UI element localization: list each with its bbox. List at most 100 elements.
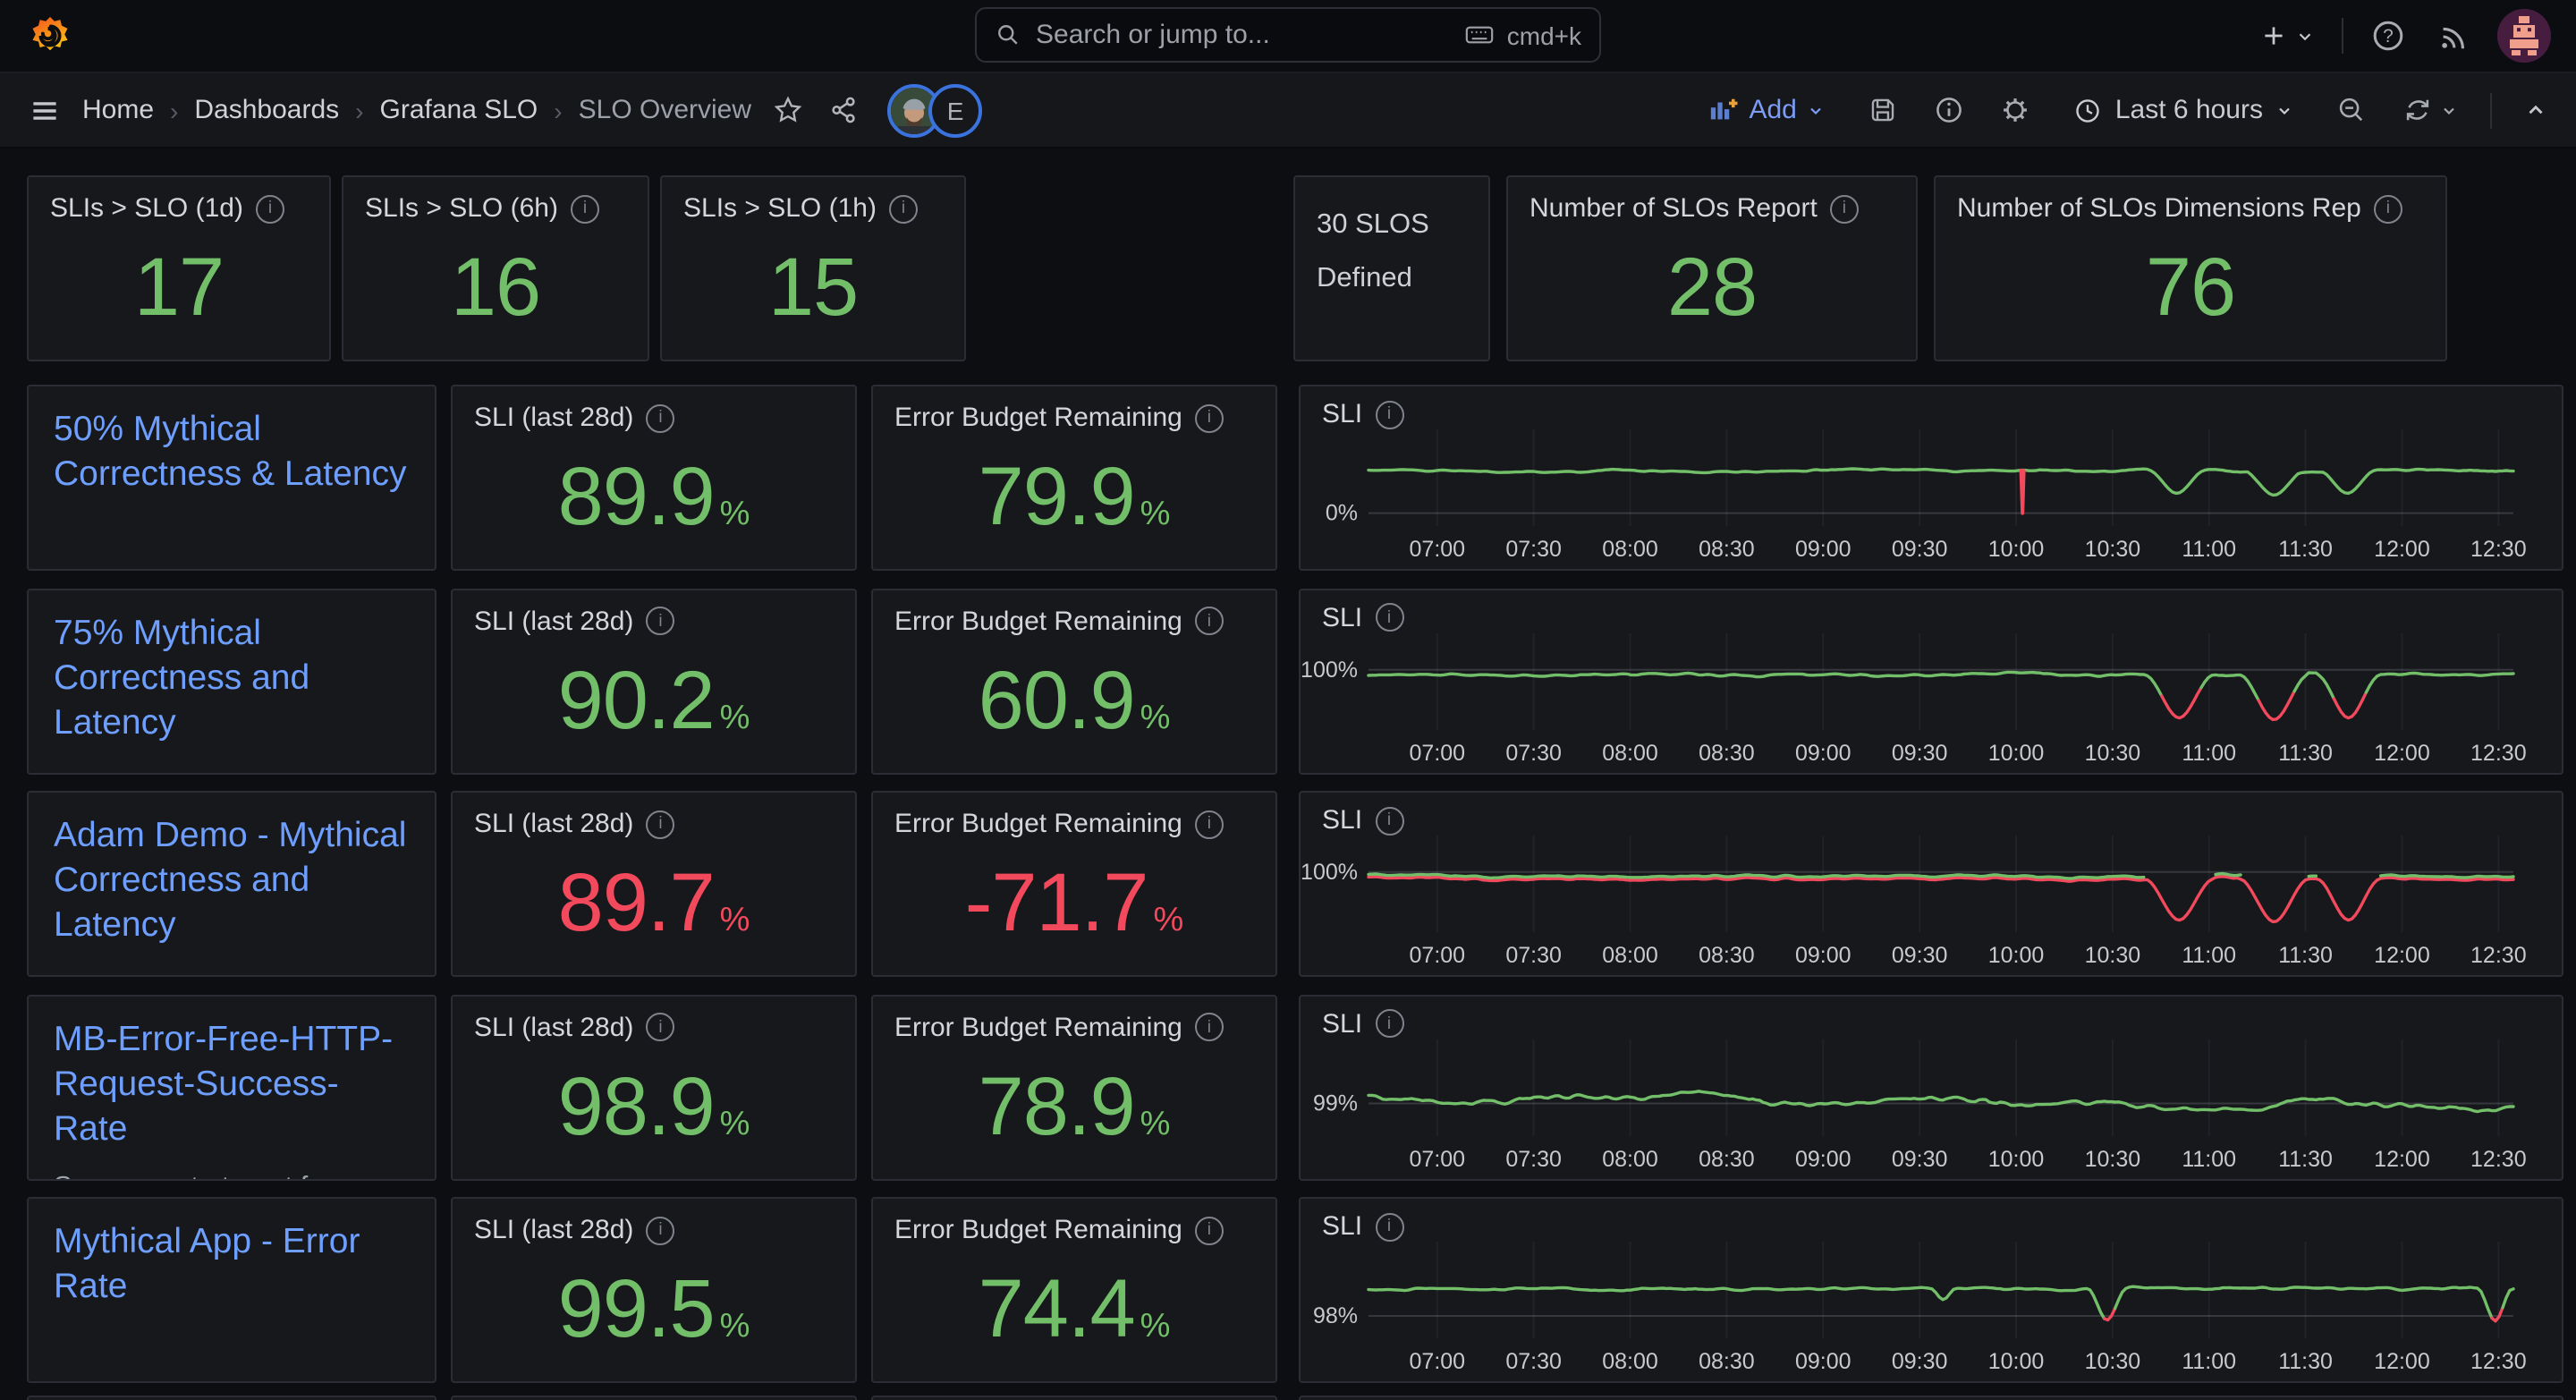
sli-value: 99.5 (557, 1261, 716, 1354)
user-avatar-initial: E (928, 83, 983, 137)
collapse-toolbar-button[interactable] (2521, 95, 2551, 125)
panel-title[interactable]: SLI (last 28d) (453, 1199, 855, 1245)
sli-stat-panel: SLI (last 28d) 90.2% (451, 588, 857, 774)
info-icon[interactable] (646, 810, 675, 838)
dashboard-insights-button[interactable] (1931, 91, 1969, 129)
info-icon[interactable] (646, 1013, 675, 1041)
info-icon[interactable] (570, 194, 599, 223)
svg-text:07:30: 07:30 (1505, 943, 1562, 968)
search-placeholder: Search or jump to... (1036, 20, 1270, 50)
panel-title[interactable]: SLI (last 28d) (453, 590, 855, 636)
mega-menu-button[interactable] (25, 90, 64, 130)
panel-title[interactable]: Number of SLOs Dimensions Rep (1936, 177, 2445, 224)
info-icon[interactable] (646, 607, 675, 635)
dashboard-settings-button[interactable] (1997, 91, 2035, 129)
svg-text:09:30: 09:30 (1892, 943, 1948, 968)
info-icon[interactable] (1375, 603, 1404, 632)
gear-icon (2004, 98, 2028, 122)
info-icon[interactable] (646, 1216, 675, 1244)
save-dashboard-button[interactable] (1865, 91, 1902, 129)
sli-chart-panel: SLI 07:00 07:30 08:00 08:30 09:00 09:30 10:00 1… (1299, 385, 2563, 571)
slo-name-panel (27, 1396, 436, 1400)
info-icon[interactable] (1375, 400, 1404, 428)
sli-sparkline: 07:00 07:30 08:00 08:30 09:00 09:30 10:00 10:30… (1301, 836, 2527, 968)
panel-title[interactable]: Error Budget Remaining (873, 590, 1275, 636)
slo-name-link[interactable]: 50% Mythical Correctness & Latency (54, 410, 407, 494)
slo-name-link[interactable]: MB-Error-Free-HTTP-Request-Success-Rate (54, 1019, 394, 1148)
sli-value: 98.9 (557, 1058, 716, 1151)
error-budget-value: 74.4 (978, 1261, 1136, 1354)
svg-text:10:00: 10:00 (1988, 1349, 2045, 1374)
percent-suffix: % (1140, 1308, 1171, 1345)
svg-text:98%: 98% (1313, 1303, 1358, 1328)
svg-text:12:00: 12:00 (2374, 740, 2430, 765)
panel-title[interactable]: Error Budget Remaining (873, 1199, 1275, 1245)
panel-title[interactable]: SLI (last 28d) (453, 793, 855, 839)
info-icon[interactable] (646, 403, 675, 432)
dashboard-canvas: SLIs > SLO (1d) 17 SLIs > SLO (6h) 16 SL… (0, 175, 2576, 1400)
slo-row: 75% Mythical Correctness and Latency SLI… (27, 588, 2576, 774)
add-button[interactable]: Add (1697, 93, 1835, 127)
panel-title[interactable]: SLI (1322, 805, 1404, 836)
help-button[interactable]: ? (2367, 14, 2410, 57)
slo-name-link[interactable]: 75% Mythical Correctness and Latency (54, 613, 310, 742)
info-icon[interactable] (1375, 1009, 1404, 1038)
plus-icon (2265, 27, 2283, 45)
search-input[interactable]: Search or jump to... cmd+k (975, 7, 1601, 63)
breadcrumb-dashboards[interactable]: Dashboards (194, 95, 340, 125)
time-range-picker[interactable]: Last 6 hours (2063, 93, 2304, 127)
defined-line1: 30 SLOS (1317, 209, 1429, 240)
panel-title[interactable]: Error Budget Remaining (873, 386, 1275, 433)
grafana-logo[interactable] (27, 13, 73, 59)
star-button[interactable] (769, 91, 807, 129)
info-icon[interactable] (255, 194, 284, 223)
info-icon[interactable] (1375, 806, 1404, 835)
info-icon[interactable] (1194, 1216, 1224, 1244)
percent-suffix: % (719, 902, 750, 939)
info-icon[interactable] (888, 194, 918, 223)
panel-title[interactable]: SLI (last 28d) (453, 386, 855, 433)
new-button[interactable] (2256, 18, 2318, 54)
info-icon[interactable] (1194, 403, 1224, 432)
panel-title[interactable]: Error Budget Remaining (873, 793, 1275, 839)
panel-title[interactable]: SLI (1322, 399, 1404, 429)
profile-avatar[interactable] (2497, 9, 2551, 63)
panel-title[interactable]: SLI (last 28d) (453, 996, 855, 1042)
panel-title[interactable]: Number of SLOs Report (1508, 177, 1916, 224)
svg-text:?: ? (2383, 26, 2394, 47)
info-icon[interactable] (2373, 194, 2402, 223)
panel-title[interactable]: Error Budget Remaining (873, 996, 1275, 1042)
sli-stat-panel: SLI (last 28d) 89.9% (451, 385, 857, 571)
chevron-down-icon (1811, 106, 1822, 115)
percent-suffix: % (1140, 699, 1171, 736)
info-icon[interactable] (1375, 1212, 1404, 1241)
refresh-button[interactable] (2399, 91, 2462, 129)
hamburger-icon (33, 101, 56, 119)
info-icon[interactable] (1194, 810, 1224, 838)
error-budget-panel: Error Budget Remaining 60.9% (871, 588, 1277, 774)
panel-title[interactable]: SLIs > SLO (1d) (29, 177, 329, 224)
error-budget-panel: Error Budget Remaining 74.4% (871, 1197, 1277, 1383)
panel-title[interactable]: SLIs > SLO (1h) (662, 177, 964, 224)
panel-title[interactable]: SLIs > SLO (6h) (343, 177, 648, 224)
panel-title[interactable]: SLI (1322, 602, 1404, 632)
error-budget-panel: Error Budget Remaining 79.9% (871, 385, 1277, 571)
svg-text:09:30: 09:30 (1892, 1349, 1948, 1374)
sli-stat-panel: SLI (last 28d) 99.5% (451, 1197, 857, 1383)
breadcrumb-home[interactable]: Home (82, 95, 155, 125)
panel-title[interactable]: SLI (1322, 1008, 1404, 1039)
panel-title[interactable]: SLI (1322, 1211, 1404, 1242)
info-icon[interactable] (1194, 607, 1224, 635)
slo-name-link[interactable]: Adam Demo - Mythical Correctness and Lat… (54, 816, 407, 945)
info-icon[interactable] (1829, 194, 1859, 223)
svg-text:08:30: 08:30 (1699, 1349, 1755, 1374)
top-nav: Search or jump to... cmd+k ? (0, 0, 2576, 73)
stat-value: 15 (767, 240, 859, 333)
zoom-out-time-button[interactable] (2333, 91, 2370, 129)
news-button[interactable] (2433, 15, 2474, 56)
info-icon[interactable] (1194, 1013, 1224, 1041)
breadcrumb-folder[interactable]: Grafana SLO (379, 95, 538, 125)
share-button[interactable] (825, 91, 862, 129)
svg-text:09:00: 09:00 (1795, 1349, 1852, 1374)
slo-name-link[interactable]: Mythical App - Error Rate (54, 1222, 360, 1306)
